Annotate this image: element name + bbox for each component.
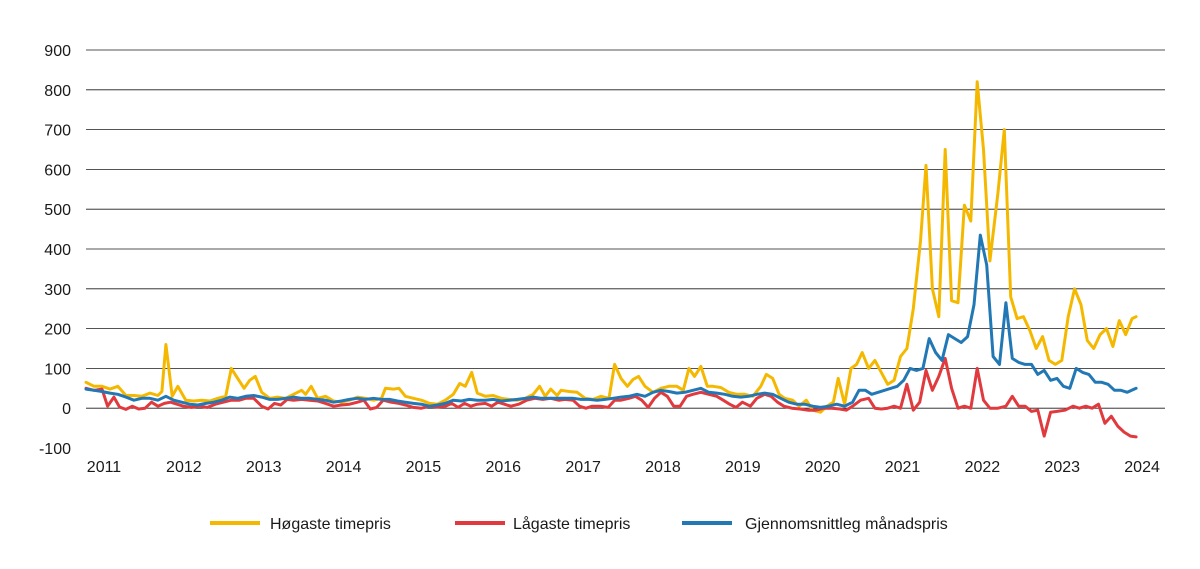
x-axis-ticks: 2011 2012 2013 2014 2015 2016 2017 2018 2019 2020… xyxy=(87,459,1160,476)
series-hogaste-line xyxy=(84,80,1138,414)
x-tick-label: 2012 xyxy=(166,459,202,476)
x-tick-label: 2024 xyxy=(1124,459,1160,476)
y-axis-ticks: 900 800 700 600 500 400 300 200 100 0 -100 xyxy=(39,43,71,458)
y-tick-label: 300 xyxy=(44,282,71,299)
x-tick-label: 2014 xyxy=(326,459,362,476)
y-tick-label: 100 xyxy=(44,361,71,378)
y-tick-label: -100 xyxy=(39,441,71,458)
legend-item-hogaste: Høgaste timepris xyxy=(210,516,391,533)
x-tick-label: 2017 xyxy=(565,459,601,476)
series-lagaste-line xyxy=(84,356,1138,439)
y-tick-label: 600 xyxy=(44,162,71,179)
x-tick-label: 2016 xyxy=(485,459,521,476)
legend-item-gjennomsnitt: Gjennomsnittleg månadspris xyxy=(682,515,948,533)
legend-label-gjennomsnitt: Gjennomsnittleg månadspris xyxy=(745,515,948,533)
series-gjennomsnitt-line xyxy=(84,233,1138,409)
x-tick-label: 2011 xyxy=(87,459,122,476)
legend: Høgaste timepris Lågaste timepris Gjenno… xyxy=(210,515,948,533)
x-tick-label: 2021 xyxy=(885,459,921,476)
x-tick-label: 2018 xyxy=(645,459,681,476)
legend-item-lagaste: Lågaste timepris xyxy=(455,515,630,533)
x-tick-label: 2020 xyxy=(805,459,841,476)
y-tick-label: 500 xyxy=(44,202,71,219)
y-tick-label: 400 xyxy=(44,242,71,259)
x-tick-label: 2015 xyxy=(406,459,442,476)
x-tick-label: 2022 xyxy=(965,459,1001,476)
legend-label-lagaste: Lågaste timepris xyxy=(513,515,630,533)
y-tick-label: 200 xyxy=(44,322,71,339)
gridlines xyxy=(86,49,1165,409)
y-tick-label: 900 xyxy=(44,43,71,60)
y-tick-label: 800 xyxy=(44,83,71,100)
x-tick-label: 2023 xyxy=(1044,459,1080,476)
legend-label-hogaste: Høgaste timepris xyxy=(270,516,391,533)
series-lines xyxy=(84,80,1138,439)
y-tick-label: 0 xyxy=(62,401,71,418)
y-tick-label: 700 xyxy=(44,123,71,140)
x-tick-label: 2013 xyxy=(246,459,282,476)
x-tick-label: 2019 xyxy=(725,459,761,476)
